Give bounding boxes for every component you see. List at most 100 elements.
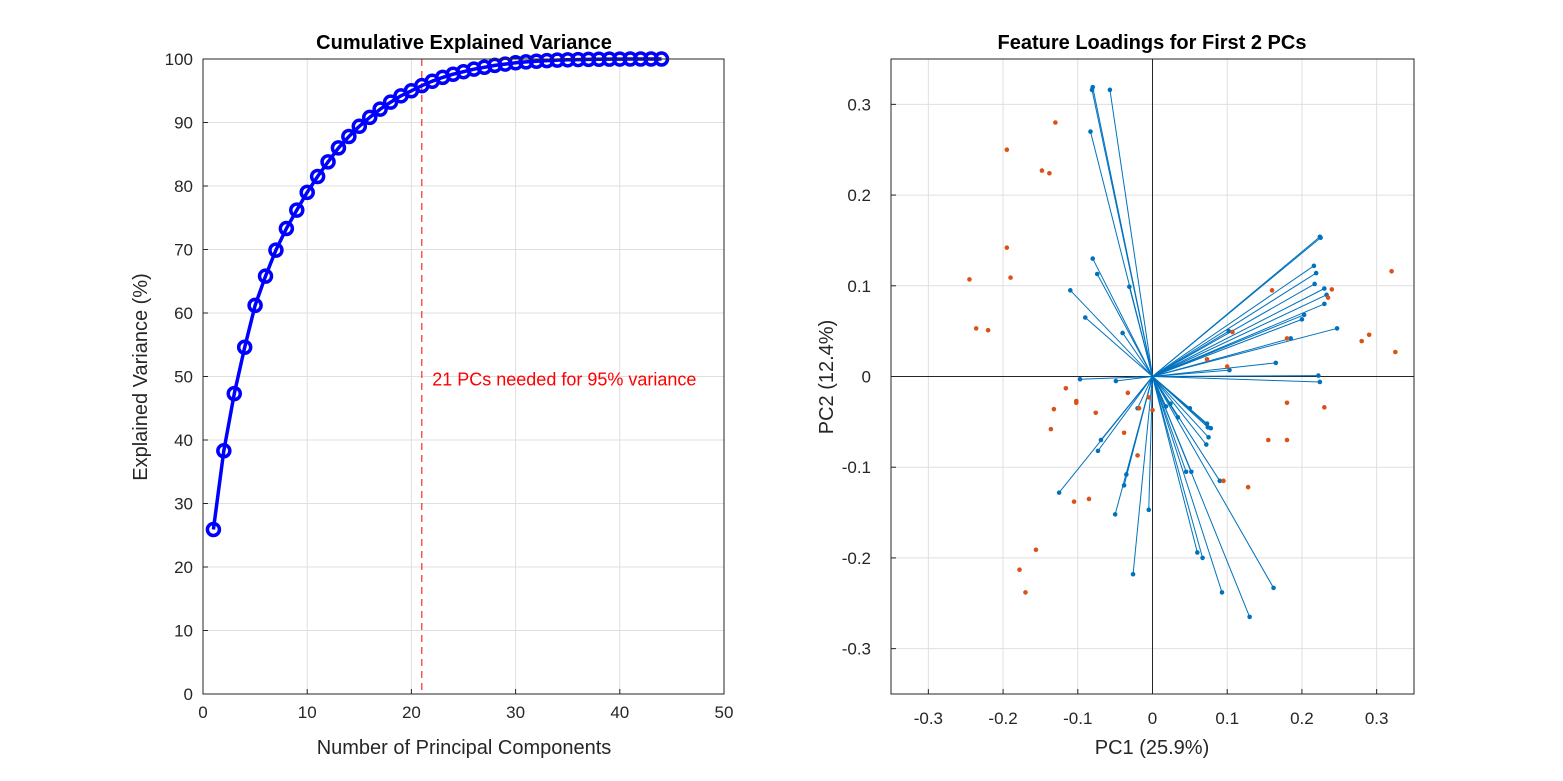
loading-point	[1113, 378, 1119, 384]
left-y-tick-label: 100	[165, 50, 193, 69]
variance-marker	[205, 521, 222, 538]
loading-point	[1317, 379, 1323, 385]
score-point	[1004, 245, 1010, 250]
variance-marker	[320, 154, 336, 170]
right-x-tick-label: 0	[1148, 709, 1157, 728]
loading-point	[1271, 585, 1276, 591]
right-y-tick-label: 0	[862, 368, 871, 387]
loading-vector	[1152, 272, 1317, 377]
cumulative-variance-plot: 0 10 20 30 40 50 0 10 20 30 40 50 60 70 80 90 100 21 PC…	[130, 32, 733, 759]
loading-vector	[1152, 237, 1321, 377]
loading-vector	[1152, 369, 1230, 377]
loading-point	[1124, 472, 1129, 477]
score-point	[967, 277, 972, 282]
score-point	[1017, 567, 1022, 573]
loading-vector	[1152, 376, 1207, 445]
right-x-tick-label: -0.1	[1063, 709, 1092, 728]
loading-vector	[1152, 376, 1320, 383]
loading-vector	[1152, 376, 1209, 438]
left-chart-title: Cumulative Explained Variance	[316, 32, 612, 54]
variance-line	[211, 57, 662, 530]
variance-marker	[236, 339, 253, 356]
loading-point	[1146, 507, 1152, 513]
loading-vector	[1152, 376, 1204, 559]
loading-point	[1088, 129, 1093, 134]
loading-vector	[1092, 258, 1153, 377]
loading-vector	[1092, 87, 1153, 377]
loading-point	[1200, 555, 1205, 561]
score-point	[1221, 478, 1226, 484]
left-y-tick-label: 70	[174, 241, 193, 260]
loading-vector	[1097, 376, 1153, 452]
loading-point	[1311, 263, 1317, 269]
left-tick-marks	[202, 58, 725, 695]
right-x-tick-label: 0.3	[1365, 709, 1389, 728]
loading-point	[1077, 376, 1083, 382]
right-x-tick-labels: -0.3 -0.2 -0.1 0 0.1 0.2 0.3	[914, 709, 1389, 728]
score-point	[1093, 410, 1099, 416]
score-point	[1033, 547, 1039, 553]
right-y-tick-label: -0.1	[842, 458, 871, 477]
left-x-tick-labels: 0 10 20 30 40 50	[198, 703, 733, 722]
loading-vector	[1152, 376, 1221, 482]
loading-point	[1112, 512, 1118, 517]
score-point	[1389, 268, 1394, 274]
loading-point	[1322, 301, 1327, 307]
loading-vectors	[1056, 84, 1340, 620]
loading-point	[1082, 315, 1088, 320]
score-point	[1121, 430, 1127, 436]
score-point	[1269, 288, 1275, 293]
score-point	[1245, 484, 1251, 490]
loading-vector	[1152, 294, 1327, 377]
loading-vector	[1115, 376, 1153, 382]
right-y-tick-label: -0.3	[842, 640, 871, 659]
variance-marker	[372, 101, 388, 117]
loading-vector	[1069, 289, 1153, 377]
loading-vector	[1152, 314, 1305, 377]
variance-marker	[309, 168, 326, 185]
loading-point	[1095, 448, 1101, 454]
loading-vector	[1084, 317, 1153, 377]
score-point	[1125, 390, 1131, 396]
variance-series	[205, 51, 670, 538]
left-y-tick-label: 40	[174, 431, 193, 450]
loading-vector	[1152, 330, 1229, 377]
score-point	[1048, 426, 1054, 432]
score-point	[985, 327, 991, 333]
right-tick-marks	[891, 103, 1378, 694]
left-x-tick-label: 0	[198, 703, 207, 722]
left-y-tick-label: 90	[174, 114, 193, 133]
score-point	[1063, 385, 1069, 391]
right-x-tick-label: 0.1	[1215, 709, 1239, 728]
left-y-tick-label: 50	[174, 368, 193, 387]
score-point	[1051, 406, 1057, 412]
loading-point	[1203, 442, 1209, 447]
left-y-tick-labels: 0 10 20 30 40 50 60 70 80 90 100	[165, 50, 193, 704]
left-x-tick-label: 10	[298, 703, 317, 722]
variance-marker	[216, 443, 232, 459]
right-y-tick-label: 0.2	[847, 186, 871, 205]
left-y-tick-label: 60	[174, 304, 193, 323]
score-point	[1071, 499, 1077, 504]
loading-point	[1204, 421, 1210, 426]
loading-point	[1127, 284, 1132, 289]
loading-point	[1299, 317, 1305, 322]
loading-vector	[1096, 273, 1153, 377]
variance-marker	[351, 118, 368, 135]
score-point	[1284, 336, 1290, 341]
variance-marker	[226, 385, 243, 402]
loading-vector	[1152, 376, 1274, 589]
loading-point	[1183, 469, 1189, 475]
variance-marker	[257, 268, 274, 284]
score-points	[967, 120, 1398, 595]
loading-vector	[1137, 376, 1153, 409]
right-y-tick-labels: -0.3 -0.2 -0.1 0 0.1 0.2 0.3	[842, 95, 871, 658]
loading-vector	[1152, 265, 1315, 377]
right-x-tick-label: -0.2	[988, 709, 1017, 728]
score-point	[1135, 453, 1140, 458]
score-point	[1086, 496, 1092, 502]
loading-vector	[1125, 376, 1153, 475]
loading-point	[1187, 405, 1193, 411]
score-point	[1053, 120, 1058, 125]
